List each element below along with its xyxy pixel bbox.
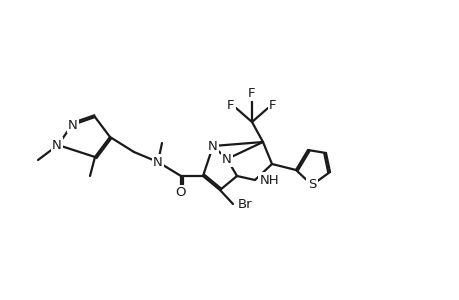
Text: N: N xyxy=(68,118,78,131)
Text: N: N xyxy=(153,155,162,169)
Text: Br: Br xyxy=(237,197,252,211)
Text: N: N xyxy=(207,140,218,152)
Text: S: S xyxy=(307,178,315,191)
Text: F: F xyxy=(248,86,255,100)
Text: F: F xyxy=(269,98,276,112)
Text: O: O xyxy=(175,187,186,200)
Text: N: N xyxy=(222,152,231,166)
Text: N: N xyxy=(52,139,62,152)
Text: F: F xyxy=(227,98,234,112)
Text: NH: NH xyxy=(259,173,279,187)
